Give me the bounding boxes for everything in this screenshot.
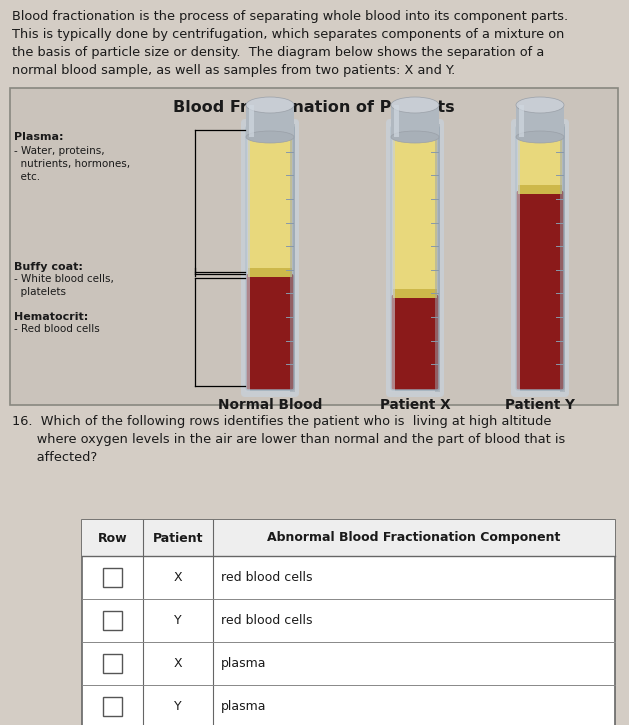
Text: - Water, proteins,
  nutrients, hormones,
  etc.: - Water, proteins, nutrients, hormones, … [14, 146, 130, 183]
Bar [249, 105, 254, 137]
Text: Y: Y [174, 700, 182, 713]
Ellipse shape [246, 131, 294, 143]
Text: plasma: plasma [221, 700, 266, 713]
Bar [10, 88, 618, 405]
FancyBboxPatch shape [103, 611, 122, 630]
Text: - Red blood cells: - Red blood cells [14, 324, 100, 334]
Text: 16.  Which of the following rows identifies the patient who is  living at high a: 16. Which of the following rows identifi… [12, 415, 565, 464]
Bar [394, 105, 399, 137]
Bar [519, 105, 524, 137]
Text: red blood cells: red blood cells [221, 571, 312, 584]
FancyBboxPatch shape [386, 119, 444, 397]
Bar [82, 520, 615, 556]
Bar [290, 124, 295, 392]
Ellipse shape [516, 131, 564, 143]
Text: Patient X: Patient X [380, 398, 450, 412]
Text: Blood fractionation is the process of separating whole blood into its component : Blood fractionation is the process of se… [12, 10, 568, 77]
FancyBboxPatch shape [246, 274, 294, 390]
Bar [518, 185, 562, 194]
FancyBboxPatch shape [103, 568, 122, 587]
Bar [515, 124, 520, 392]
Bar [248, 128, 292, 268]
Ellipse shape [516, 97, 564, 113]
Bar [390, 124, 395, 392]
FancyBboxPatch shape [391, 295, 439, 390]
Text: Hematocrit:: Hematocrit: [14, 312, 88, 322]
Bar [435, 124, 440, 392]
Bar [518, 128, 562, 185]
Text: Abnormal Blood Fractionation Component: Abnormal Blood Fractionation Component [267, 531, 560, 544]
Ellipse shape [391, 97, 439, 113]
Bar [246, 105, 294, 137]
Ellipse shape [391, 131, 439, 143]
Text: Y: Y [174, 614, 182, 627]
Text: Patient: Patient [153, 531, 203, 544]
FancyBboxPatch shape [516, 191, 564, 390]
Text: Row: Row [98, 531, 128, 544]
Bar [245, 124, 250, 392]
Text: Normal Blood: Normal Blood [218, 398, 322, 412]
FancyBboxPatch shape [241, 119, 299, 397]
FancyBboxPatch shape [103, 654, 122, 673]
Text: Buffy coat:: Buffy coat: [14, 262, 83, 272]
Text: Plasma:: Plasma: [14, 132, 64, 142]
Bar [516, 105, 564, 137]
Text: plasma: plasma [221, 657, 266, 670]
Bar [393, 289, 437, 298]
Ellipse shape [246, 97, 294, 113]
FancyBboxPatch shape [511, 119, 569, 397]
Bar [393, 128, 437, 289]
Text: Patient Y: Patient Y [505, 398, 575, 412]
Text: Blood Fractionation of Patients: Blood Fractionation of Patients [173, 100, 455, 115]
Bar [82, 520, 615, 725]
Text: X: X [174, 657, 182, 670]
Bar [248, 268, 292, 277]
FancyBboxPatch shape [103, 697, 122, 716]
Text: red blood cells: red blood cells [221, 614, 312, 627]
Bar [560, 124, 565, 392]
Text: X: X [174, 571, 182, 584]
Bar [391, 105, 439, 137]
Text: - White blood cells,
  platelets: - White blood cells, platelets [14, 274, 114, 297]
